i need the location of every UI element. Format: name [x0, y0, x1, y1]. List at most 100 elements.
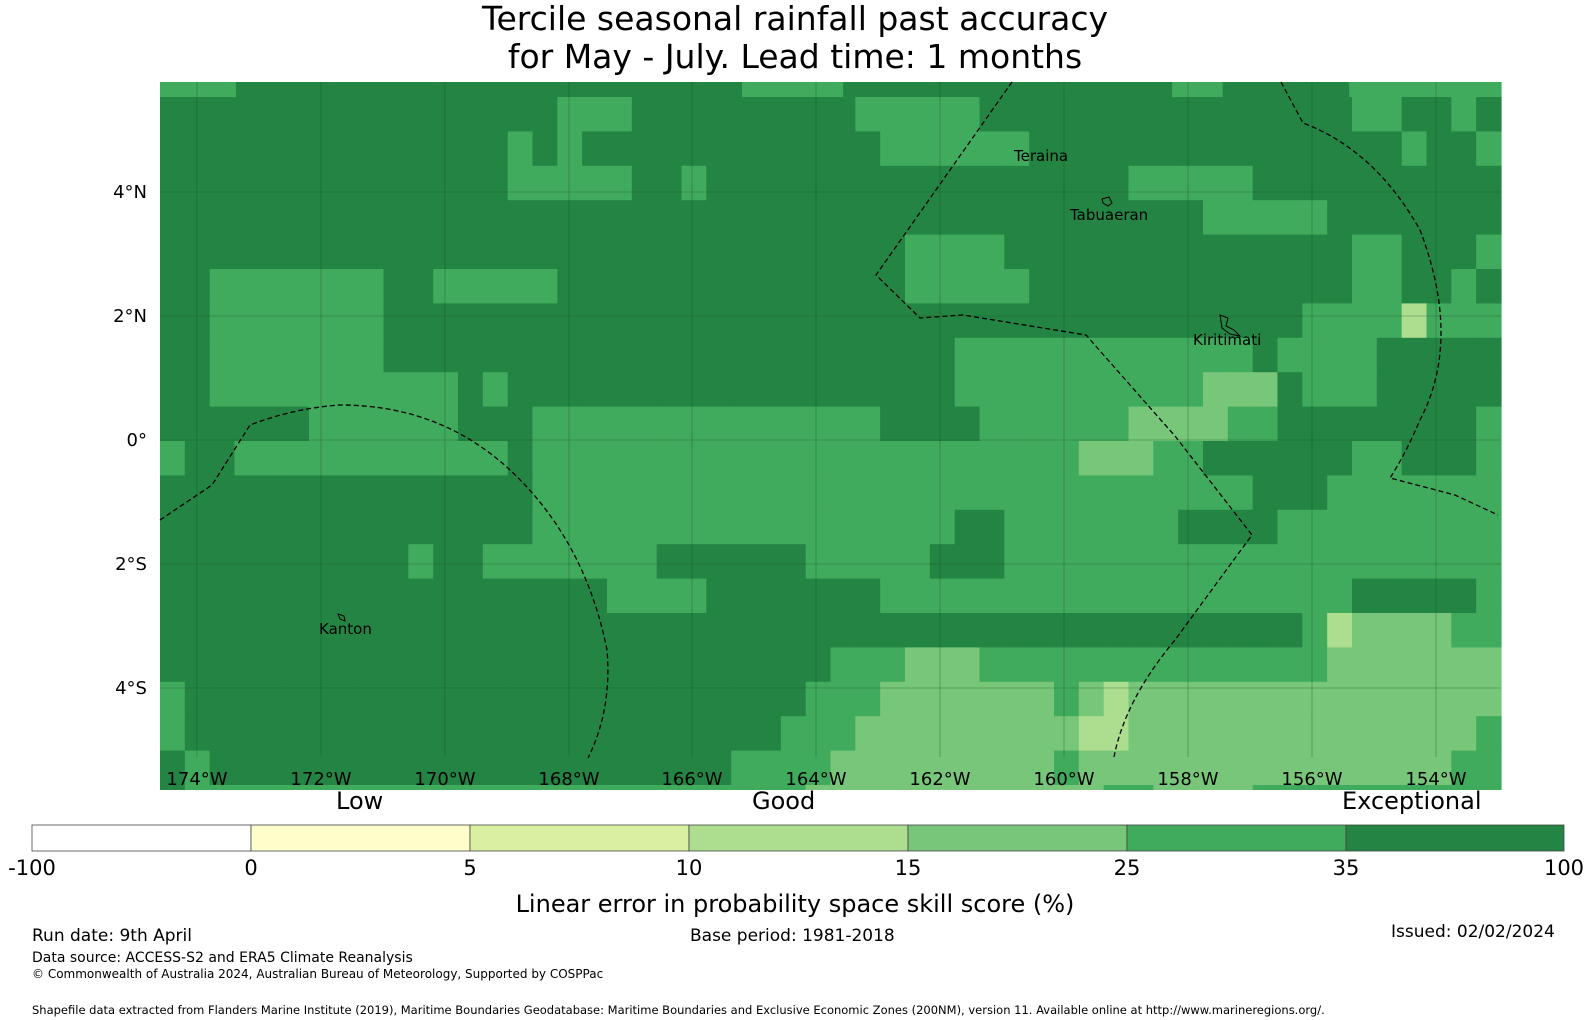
grid-cell: [1103, 509, 1130, 545]
grid-cell: [607, 750, 633, 786]
grid-cell: [482, 165, 509, 201]
grid-cell: [1302, 647, 1328, 683]
grid-cell: [309, 475, 335, 511]
grid-cell: [458, 131, 484, 167]
grid-cell: [1401, 544, 1428, 580]
grid-cell: [905, 475, 931, 511]
grid-cell: [780, 647, 807, 683]
grid-cell: [1401, 234, 1428, 270]
grid-cell: [880, 234, 906, 270]
grid-cell: [1227, 647, 1254, 683]
grid-cell: [259, 406, 285, 442]
grid-cell: [582, 303, 608, 339]
grid-cell: [284, 131, 310, 167]
grid-cell: [656, 372, 683, 408]
grid-cell: [309, 97, 335, 132]
grid-cell: [731, 750, 757, 786]
grid-cell: [234, 716, 260, 752]
latitude-tick-label: 2°N: [113, 306, 147, 327]
grid-cell: [333, 97, 360, 132]
grid-cell: [1476, 681, 1502, 717]
grid-cell: [408, 269, 434, 304]
grid-cell: [1476, 97, 1502, 132]
grid-cell: [1426, 750, 1452, 786]
grid-cell: [1476, 647, 1502, 683]
grid-cell: [1054, 200, 1080, 236]
grid-cell: [1302, 97, 1328, 132]
grid-cell: [855, 131, 881, 167]
grid-cell: [557, 613, 583, 648]
grid-cell: [438, 82, 465, 98]
grid-cell: [482, 97, 509, 132]
grid-cell: [383, 681, 409, 717]
grid-cell: [333, 131, 360, 167]
grid-cell: [383, 200, 409, 236]
grid-cell: [358, 165, 385, 201]
grid-cell: [507, 406, 534, 442]
grid-cell: [259, 165, 285, 201]
grid-cell: [731, 131, 757, 167]
grid-cell: [358, 234, 385, 270]
grid-cell: [1476, 441, 1502, 476]
grid-cell: [234, 509, 260, 545]
grid-cell: [706, 406, 732, 442]
grid-cell: [235, 82, 262, 98]
grid-cell: [681, 681, 707, 717]
grid-cell: [656, 269, 683, 304]
copyright: © Commonwealth of Australia 2024, Austra…: [32, 967, 604, 981]
grid-cell: [1425, 82, 1451, 98]
grid-cell: [582, 544, 608, 580]
grid-cell: [1178, 647, 1204, 683]
grid-cell: [1203, 337, 1229, 373]
grid-cell: [830, 337, 856, 373]
grid-cell: [607, 200, 633, 236]
grid-cell: [408, 681, 434, 717]
grid-cell: [284, 234, 310, 270]
grid-cell: [1203, 716, 1229, 752]
grid-cell: [160, 234, 186, 270]
grid-cell: [1426, 441, 1452, 476]
grid-cell: [855, 544, 881, 580]
colorbar-swatch: [1345, 824, 1565, 852]
grid-cell: [1277, 475, 1303, 511]
category-exceptional: Exceptional: [1342, 787, 1482, 815]
grid-cell: [1352, 785, 1378, 790]
grid-cell: [1302, 716, 1328, 752]
grid-cell: [905, 269, 931, 304]
grid-cell: [1029, 372, 1055, 408]
grid-cell: [706, 269, 732, 304]
grid-cell: [507, 269, 534, 304]
grid-cell: [539, 82, 566, 98]
grid-cell: [1277, 337, 1303, 373]
grid-cell: [383, 131, 409, 167]
grid-cell: [1277, 509, 1303, 545]
grid-cell: [780, 681, 807, 717]
grid-cell: [731, 509, 757, 545]
grid-cell: [234, 303, 260, 339]
grid-cell: [1451, 406, 1477, 442]
grid-cell: [1227, 613, 1254, 648]
grid-cell: [1302, 613, 1328, 648]
grid-cell: [160, 509, 186, 545]
grid-cell: [1029, 303, 1055, 339]
grid-cell: [160, 475, 186, 511]
grid-cell: [557, 200, 583, 236]
grid-cell: [1178, 165, 1204, 201]
grid-cell: [1401, 750, 1428, 786]
grid-cell: [1376, 509, 1403, 545]
grid-cell: [184, 131, 211, 167]
grid-cell: [805, 750, 832, 786]
grid-cell: [1352, 269, 1378, 304]
grid-cell: [880, 303, 906, 339]
grid-cell: [1327, 131, 1353, 167]
grid-cell: [756, 97, 782, 132]
grid-cell: [1227, 750, 1254, 786]
longitude-tick-label: 174°W: [166, 769, 227, 790]
grid-cell: [855, 475, 881, 511]
grid-cell: [1352, 509, 1378, 545]
grid-cell: [1103, 681, 1130, 717]
grid-cell: [607, 234, 633, 270]
grid-cell: [1178, 716, 1204, 752]
grid-cell: [557, 509, 583, 545]
grid-cell: [184, 716, 211, 752]
